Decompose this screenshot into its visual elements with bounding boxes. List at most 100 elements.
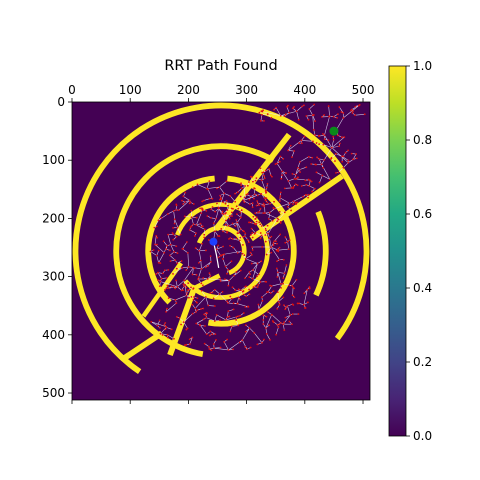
tree-edge (214, 314, 217, 322)
tree-node (303, 135, 306, 138)
tree-edge (303, 289, 308, 305)
tree-node (297, 313, 300, 315)
tree-edge (261, 225, 267, 231)
tree-node (262, 212, 265, 215)
tree-edge (277, 272, 282, 284)
tree-node (244, 232, 247, 235)
tree-edge (157, 272, 162, 279)
tree-node (278, 246, 281, 249)
tree-node (180, 289, 183, 292)
tree-node (222, 230, 224, 233)
tree-edge (183, 321, 188, 329)
tree-edge (214, 231, 219, 237)
tree-node (293, 105, 295, 108)
tree-node (228, 238, 230, 240)
tree-node (219, 346, 222, 349)
tree-node (337, 134, 339, 137)
tree-node (350, 152, 353, 155)
tree-edge (177, 286, 182, 291)
tree-node (229, 244, 231, 247)
tree-node (329, 178, 331, 181)
tree-node (195, 224, 198, 226)
tree-node (269, 174, 272, 177)
tree-node (206, 312, 209, 315)
tree-edge (183, 196, 190, 201)
tree-node (322, 133, 324, 135)
map-frame (71, 101, 371, 401)
tree-edge (231, 325, 239, 327)
tree-edge (275, 327, 279, 335)
tree-edge (291, 279, 297, 286)
tree-node (175, 315, 178, 318)
tree-node (176, 252, 179, 255)
tree-node (197, 276, 200, 279)
maze-wall-arc-1 (113, 143, 275, 358)
tree-node (257, 273, 260, 276)
tree-node (232, 308, 235, 311)
tree-node (275, 249, 278, 252)
tree-node (225, 223, 227, 226)
tree-node (250, 195, 252, 198)
maze-wall-line-11 (191, 273, 221, 292)
tree-edge (170, 244, 175, 253)
tree-edge (150, 251, 157, 256)
tree-node (176, 226, 179, 229)
tree-node (251, 232, 254, 234)
colorbar-frame (388, 65, 407, 437)
tree-node (298, 302, 300, 305)
tree-node (250, 262, 253, 265)
tree-edge (301, 140, 313, 142)
tree-node (288, 202, 291, 205)
tree-edge (222, 258, 226, 267)
tree-node (234, 289, 237, 291)
tree-node (163, 269, 166, 272)
tree-node (215, 248, 218, 251)
tree-node (328, 115, 330, 118)
tree-node (338, 142, 341, 145)
tree-node (342, 112, 345, 114)
tree-node (270, 117, 273, 119)
tree-edge (168, 297, 176, 301)
tree-node (203, 228, 206, 231)
tree-node (236, 252, 239, 254)
tree-node (279, 191, 282, 194)
tree-node (166, 244, 168, 247)
tree-edge (288, 150, 295, 152)
tree-node (352, 158, 355, 161)
tree-node (273, 200, 275, 203)
tree-node (173, 251, 175, 253)
tree-edge (323, 144, 332, 148)
tree-node (335, 171, 337, 174)
tree-node (299, 171, 301, 174)
tree-node (303, 303, 305, 306)
tree-node (347, 159, 350, 162)
tree-node (167, 268, 170, 271)
tree-edge (195, 296, 206, 309)
tree-node (351, 112, 354, 114)
tree-node (166, 333, 169, 336)
tree-node (251, 246, 253, 248)
tree-edge (225, 316, 237, 321)
tree-node (237, 315, 239, 318)
tree-node (228, 279, 231, 282)
tree-edge (260, 114, 263, 121)
tree-node (307, 178, 310, 181)
tree-node (255, 204, 258, 207)
tree-node (323, 114, 326, 116)
tree-node (182, 321, 185, 324)
tree-node (210, 217, 212, 219)
tree-node (254, 218, 257, 220)
tree-node (191, 273, 194, 276)
tree-node (209, 275, 212, 277)
tree-node (318, 181, 321, 184)
tree-node (248, 181, 250, 183)
tree-edge (257, 203, 265, 206)
rrt-tree-nodes (149, 103, 366, 352)
maze-wall-line-7 (249, 173, 344, 242)
tree-edge (219, 186, 225, 194)
tree-node (258, 221, 261, 224)
tree-node (195, 216, 198, 219)
tree-node (246, 348, 248, 351)
tree-node (182, 195, 185, 198)
tree-node (185, 343, 188, 346)
